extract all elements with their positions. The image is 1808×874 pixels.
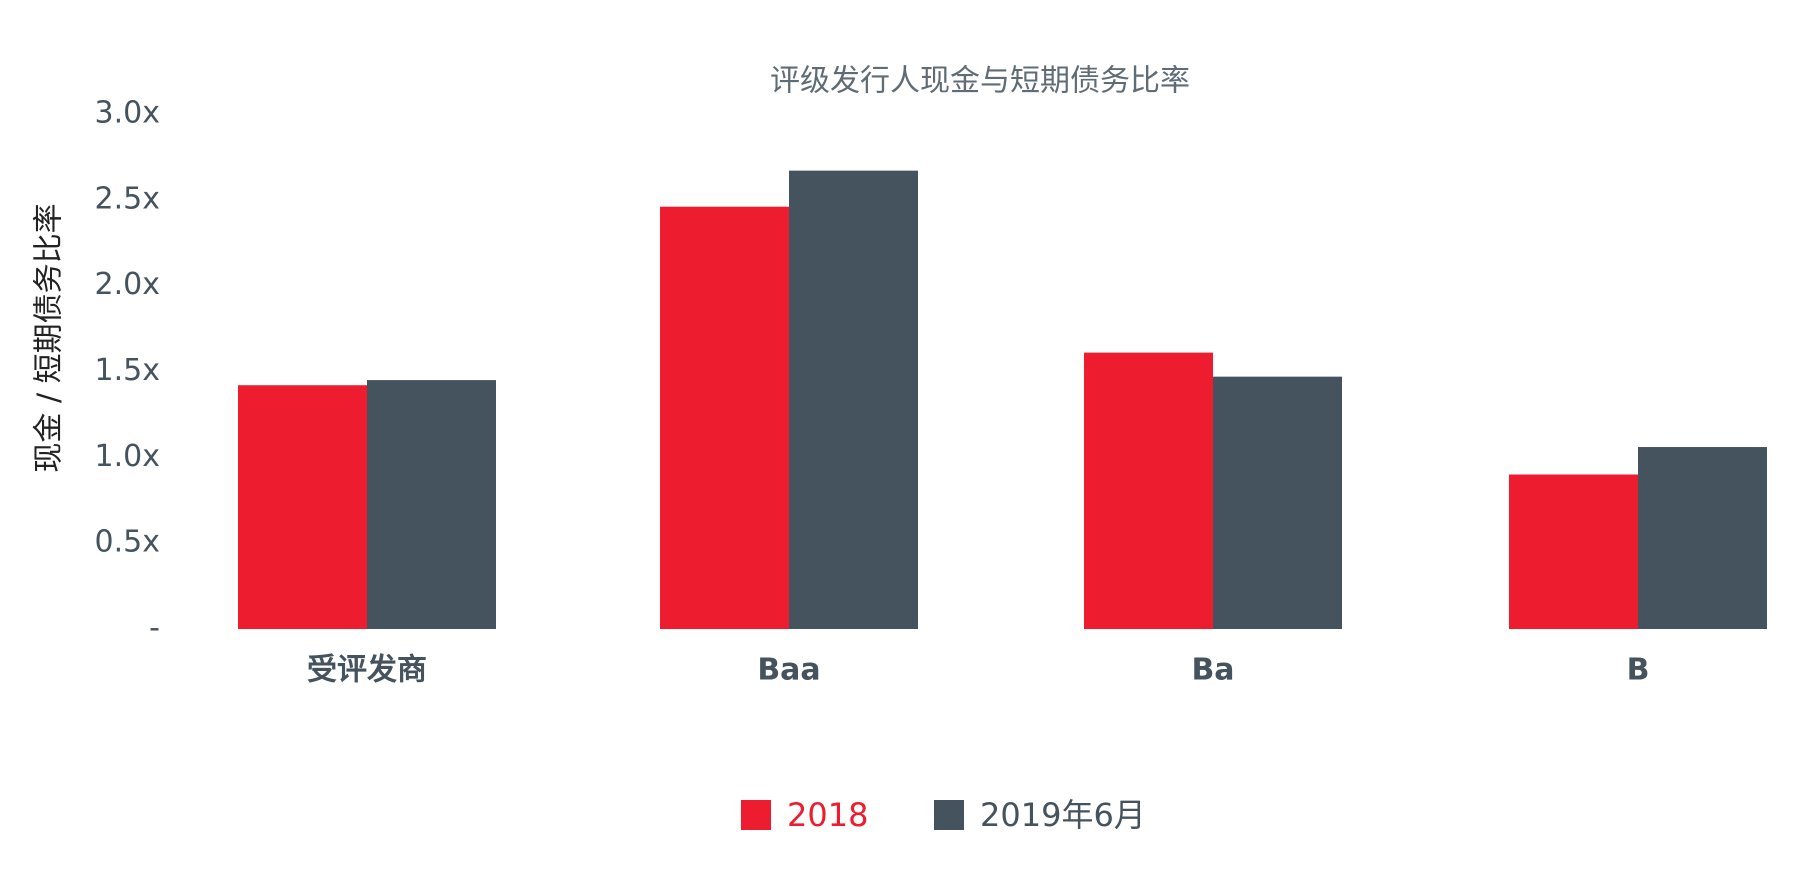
bar [238, 385, 367, 629]
y-tick-label: 0.5x [95, 525, 160, 560]
chart-title: 评级发行人现金与短期债务比率 [770, 64, 1190, 99]
y-tick-label: 1.5x [95, 353, 160, 388]
y-tick-label: 1.0x [95, 439, 160, 474]
bar [367, 380, 496, 629]
bar [789, 170, 918, 629]
x-tick-label: Baa [757, 653, 820, 688]
y-tick-label: - [149, 611, 160, 646]
legend-swatch [934, 800, 964, 830]
legend-swatch [741, 800, 771, 830]
y-tick-label: 2.5x [95, 181, 160, 216]
y-tick-label: 2.0x [95, 267, 160, 302]
bar [1213, 376, 1342, 629]
y-axis-label: 现金 / 短期债务比率 [32, 203, 67, 472]
legend-label: 2018 [787, 796, 868, 834]
bar [1084, 352, 1213, 629]
bar [1638, 447, 1767, 629]
legend-label: 2019年6月 [980, 796, 1146, 834]
bar [660, 206, 789, 629]
y-tick-label: 3.0x [95, 96, 160, 131]
x-tick-label: 受评发商 [307, 653, 427, 688]
x-tick-label: Ba [1191, 653, 1234, 688]
bar [1509, 474, 1638, 629]
x-tick-label: B [1627, 653, 1650, 688]
